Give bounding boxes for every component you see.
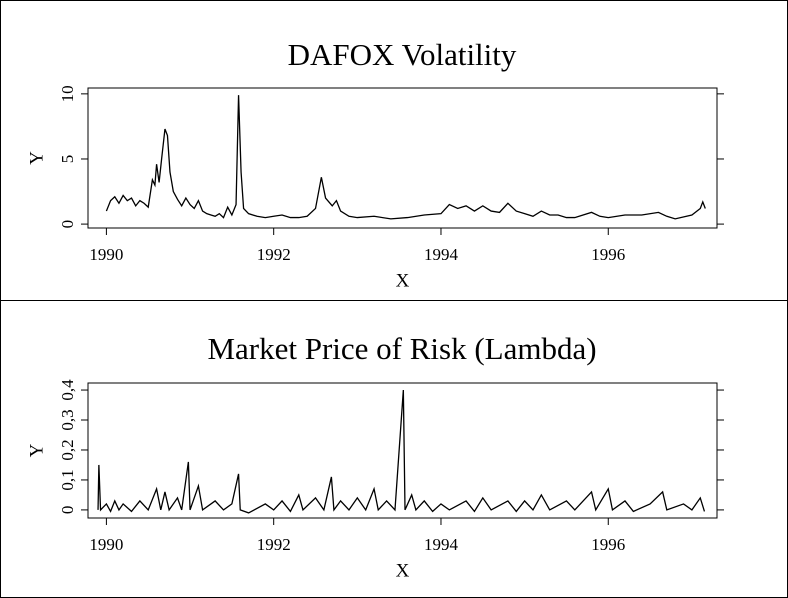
x-tick-label: 1990 [89,245,123,264]
data-line [105,95,706,220]
y-tick-label: 0,3 [58,409,77,430]
y-axis-label: Y [26,443,47,457]
y-tick-label: 5 [58,155,77,164]
y-tick-label: 10 [58,85,77,102]
plot-box [87,87,718,229]
x-tick-label: 1992 [257,245,291,264]
y-tick-label: 0,1 [58,469,77,490]
chart-title: DAFOX Volatility [288,37,517,72]
data-line [97,389,706,514]
y-tick-label: 0 [58,220,77,229]
y-tick-label: 0,4 [58,379,77,401]
x-tick-label: 1996 [591,535,625,554]
y-axis-label: Y [26,151,47,165]
chart-title: Market Price of Risk (Lambda) [207,331,596,366]
x-tick-label: 1996 [591,245,625,264]
plot-box [87,382,718,519]
x-tick-label: 1994 [424,535,459,554]
y-tick-label: 0,2 [58,439,77,460]
x-axis-label: X [396,560,410,581]
y-tick-label: 0 [58,506,77,515]
x-tick-label: 1994 [424,245,459,264]
x-axis-label: X [396,270,410,291]
x-tick-label: 1992 [257,535,291,554]
x-tick-label: 1990 [89,535,123,554]
